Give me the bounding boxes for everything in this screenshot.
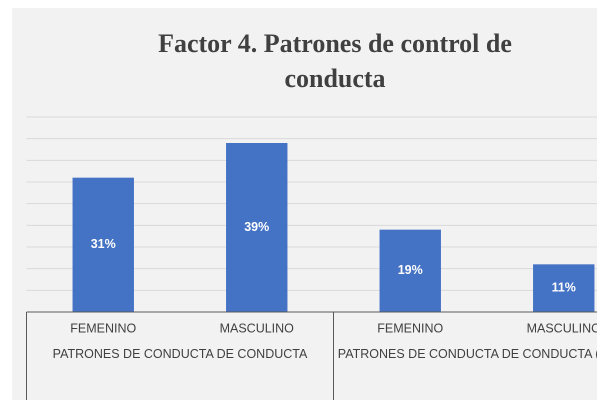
value-label: 19% xyxy=(398,263,423,277)
x-tick-label: FEMENINO xyxy=(70,321,136,335)
value-label: 39% xyxy=(244,220,269,234)
value-label: 31% xyxy=(91,237,116,251)
chart-title: Factor 4. Patrones de control de conduct… xyxy=(158,29,512,93)
x-tick-label: FEMENINO xyxy=(377,321,443,335)
bar xyxy=(72,177,134,312)
group-label: PATRONES DE CONDUCTA DE CONDUCTA xyxy=(52,347,308,361)
x-tick-label: MASCULINO xyxy=(220,321,295,335)
value-label: 11% xyxy=(552,280,576,294)
bar xyxy=(533,264,595,312)
bar xyxy=(226,143,288,312)
x-tick-label: MASCULINO xyxy=(527,321,597,335)
bar xyxy=(379,229,441,312)
group-label: PATRONES DE CONDUCTA DE CONDUCTA (BAJO) xyxy=(337,347,597,361)
